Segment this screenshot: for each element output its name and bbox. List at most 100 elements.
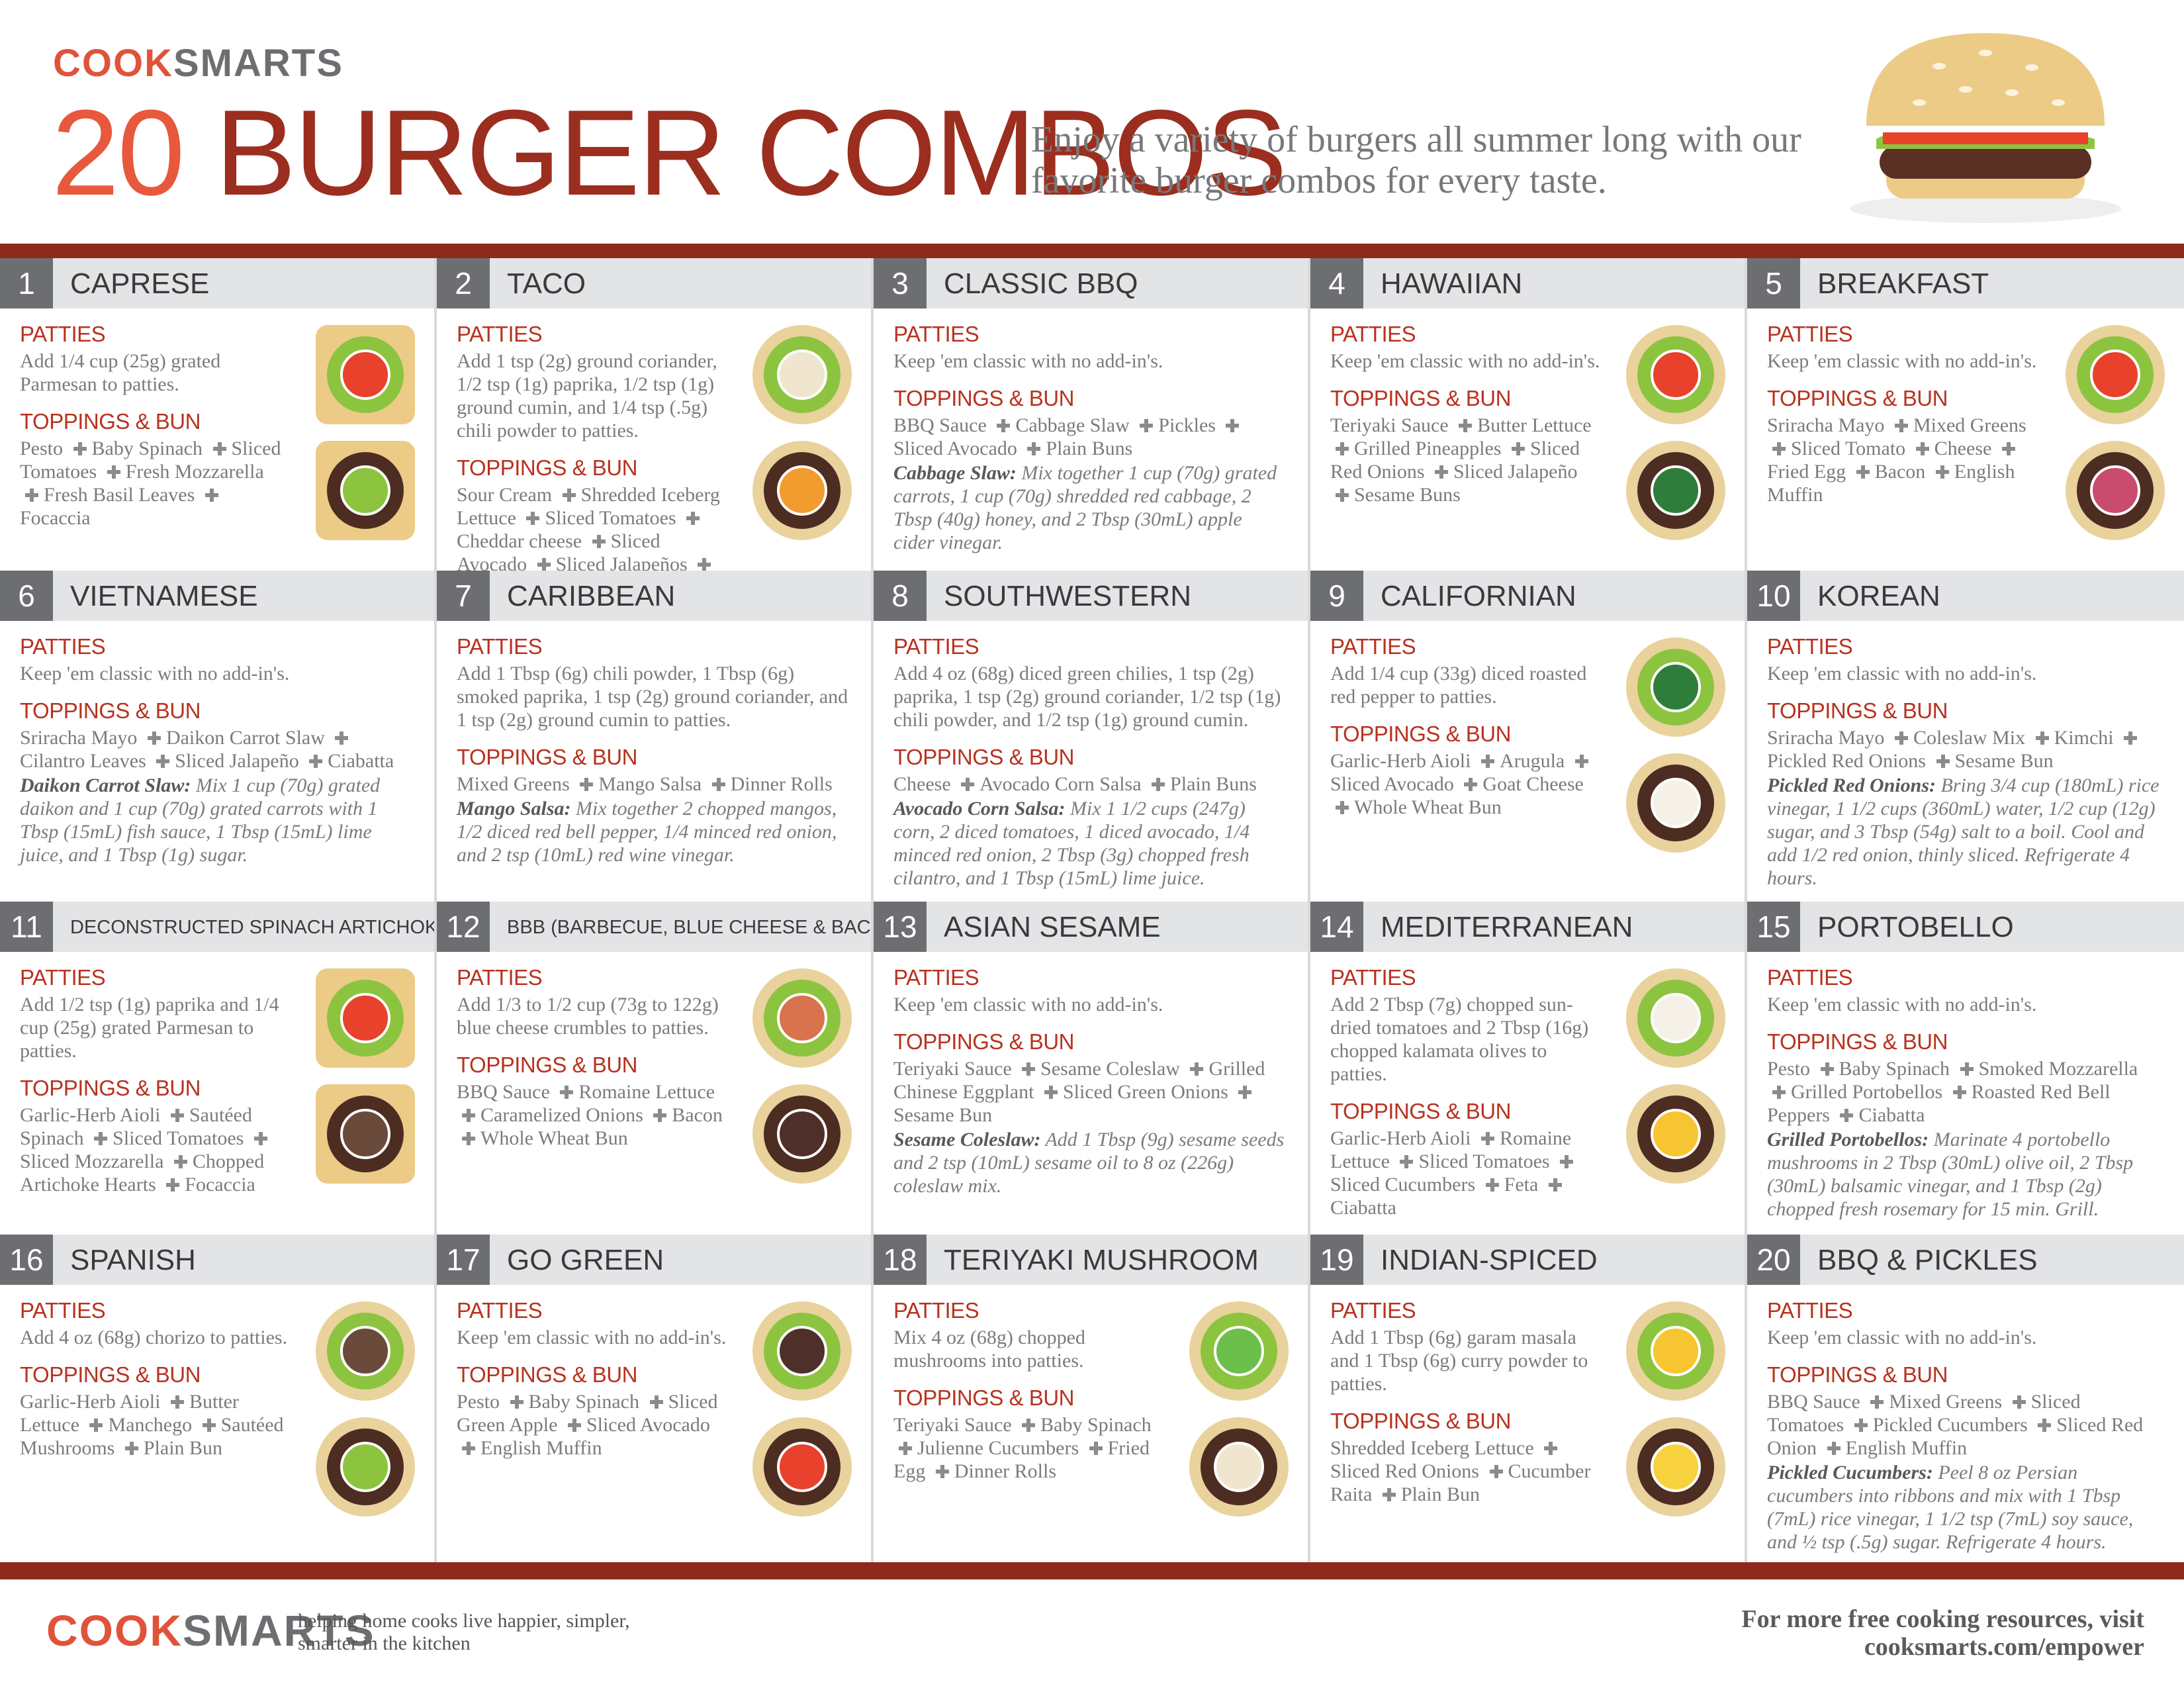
topping: Baby Spinach <box>1040 1414 1152 1436</box>
burger-icons <box>1626 968 1725 1184</box>
header-band <box>1747 571 2184 621</box>
topping: Cheddar cheese <box>457 530 582 552</box>
topping: Cilantro Leaves <box>20 750 146 772</box>
topping: Goat Cheese <box>1482 773 1584 795</box>
topping: Mixed Greens <box>1889 1391 2003 1413</box>
topping: Baby Spinach <box>528 1391 639 1413</box>
plus-icon <box>1772 1086 1786 1099</box>
combo-name: SOUTHWESTERN <box>944 580 1191 612</box>
plus-icon <box>1894 731 1908 745</box>
burger-illustration <box>1850 33 2121 223</box>
combo-number: 18 <box>874 1235 927 1285</box>
combo-name: CALIFORNIAN <box>1381 580 1576 612</box>
topping: Sesame Bun <box>893 1104 993 1126</box>
combo-number: 4 <box>1310 258 1363 308</box>
toppings-label: TOPPINGS & BUN <box>1330 1099 1511 1123</box>
patties-label: PATTIES <box>1330 634 1416 659</box>
topping-icon <box>1651 465 1701 516</box>
topping: Whole Wheat Bun <box>1354 796 1502 818</box>
title-number: 20 <box>52 84 185 220</box>
patties-text: Add 4 oz (68g) diced green chilies, 1 ts… <box>893 663 1281 731</box>
note-label: Avocado Corn Salsa: <box>893 798 1066 820</box>
patties-label: PATTIES <box>1330 322 1416 346</box>
combo-name: KOREAN <box>1817 580 1940 612</box>
combo-content: PATTIES Keep 'em classic with no add-in's… <box>1767 965 2161 1221</box>
patties-text: Keep 'em classic with no add-in's. <box>20 663 290 684</box>
footer-logo: COOKSMARTS <box>46 1605 375 1656</box>
toppings-label: TOPPINGS & BUN <box>893 1385 1074 1410</box>
brand-part: SMARTS <box>183 1606 375 1655</box>
plus-icon <box>107 465 120 479</box>
plus-icon <box>510 1395 523 1409</box>
topping: Dinner Rolls <box>730 773 833 795</box>
topping-icon <box>777 993 827 1043</box>
recipe-note: Sesame Coleslaw: Add 1 Tbsp (9g) sesame … <box>893 1128 1287 1197</box>
combo-number: 2 <box>437 258 490 308</box>
tagline: Enjoy a variety of burgers all summer lo… <box>1031 119 1801 201</box>
note-label: Mango Salsa: <box>457 798 571 820</box>
header-band <box>1310 571 1745 621</box>
topping-icon <box>1214 1442 1264 1492</box>
plus-icon <box>1936 755 1950 768</box>
plus-icon <box>1140 419 1154 432</box>
combo-card: 11 DECONSTRUCTED SPINACH ARTICHOKE DIP PAT… <box>0 902 437 1235</box>
topping: BBQ Sauce <box>457 1081 550 1103</box>
topping: Daikon Carrot Slaw <box>165 727 325 749</box>
patties-label: PATTIES <box>457 634 543 659</box>
plus-icon <box>147 731 161 745</box>
plus-icon <box>156 755 170 768</box>
patties-label: PATTIES <box>1767 322 1853 346</box>
footer-tagline: helping home cooks live happier, simpler… <box>298 1610 630 1654</box>
topping: Pesto <box>1767 1058 1811 1080</box>
patties-text: Keep 'em classic with no add-in's. <box>1767 994 2037 1015</box>
topping: Sriracha Mayo <box>1767 414 1885 436</box>
combo-card: 4 HAWAIIAN PATTIES Keep 'em classic with no… <box>1310 258 1747 571</box>
header-band <box>1747 1235 2184 1285</box>
combo-card: 15 PORTOBELLO PATTIES Keep 'em classic with… <box>1747 902 2184 1235</box>
plus-icon <box>560 1086 574 1099</box>
title-text: BURGER COMBOS <box>214 84 1287 220</box>
topping-icon <box>777 1109 827 1159</box>
patties-label: PATTIES <box>457 965 543 990</box>
topping: Baby Spinach <box>91 438 203 459</box>
toppings-list: Sriracha Mayo Mixed Greens Sliced Tomato… <box>1767 414 2038 506</box>
topping: Cabbage Slaw <box>1015 414 1130 436</box>
plus-icon <box>1894 419 1908 432</box>
patties-text: Keep 'em classic with no add-in's. <box>1767 1327 2037 1348</box>
topping: Sriracha Mayo <box>1767 727 1885 749</box>
combo-number: 15 <box>1747 902 1800 952</box>
combo-content: PATTIES Add 1/2 tsp (1g) paprika and 1/4 … <box>20 965 291 1197</box>
recipe-note: Daikon Carrot Slaw: Mix 1 cup (70g) grat… <box>20 774 414 867</box>
topping-icon <box>1651 993 1701 1043</box>
toppings-label: TOPPINGS & BUN <box>20 409 201 434</box>
combo-number: 1 <box>0 258 53 308</box>
plus-icon <box>1089 1442 1103 1455</box>
plus-icon <box>124 1442 138 1455</box>
toppings-list: Sriracha Mayo Coleslaw Mix Kimchi Pickle… <box>1767 726 2161 773</box>
toppings-list: Teriyaki Sauce Baby Spinach Julienne Cuc… <box>893 1413 1165 1483</box>
topping: Plain Buns <box>1046 438 1133 459</box>
patties-text: Add 1/4 cup (25g) grated Parmesan to pat… <box>20 350 221 395</box>
note-text: Mix 1 1/2 cups (247g) corn, 2 diced toma… <box>893 798 1250 889</box>
toppings-list: Mixed Greens Mango Salsa Dinner Rolls <box>457 773 850 796</box>
burger-icons <box>316 325 415 540</box>
topping-icon <box>1651 1109 1701 1159</box>
combo-card: 9 CALIFORNIAN PATTIES Add 1/4 cup (33g) dic… <box>1310 571 1747 902</box>
plus-icon <box>686 512 700 525</box>
plus-icon <box>1854 1419 1868 1432</box>
recipe-note: Avocado Corn Salsa: Mix 1 1/2 cups (247g… <box>893 797 1287 890</box>
topping-icon <box>2090 350 2140 400</box>
combo-name: TERIYAKI MUSHROOM <box>944 1244 1259 1276</box>
plus-icon <box>1480 755 1494 768</box>
patties-label: PATTIES <box>20 1298 106 1323</box>
combo-content: PATTIES Add 1/4 cup (33g) diced roasted r… <box>1330 634 1602 820</box>
combo-name: PORTOBELLO <box>1817 911 2014 943</box>
topping: Mixed Greens <box>457 773 570 795</box>
header-band <box>437 902 871 952</box>
topping: Sliced Red Onion <box>1767 1414 2144 1459</box>
combo-name: VIETNAMESE <box>70 580 258 612</box>
topping-icon <box>340 350 390 400</box>
combo-name: BREAKFAST <box>1817 267 1989 300</box>
patties-label: PATTIES <box>893 965 979 990</box>
